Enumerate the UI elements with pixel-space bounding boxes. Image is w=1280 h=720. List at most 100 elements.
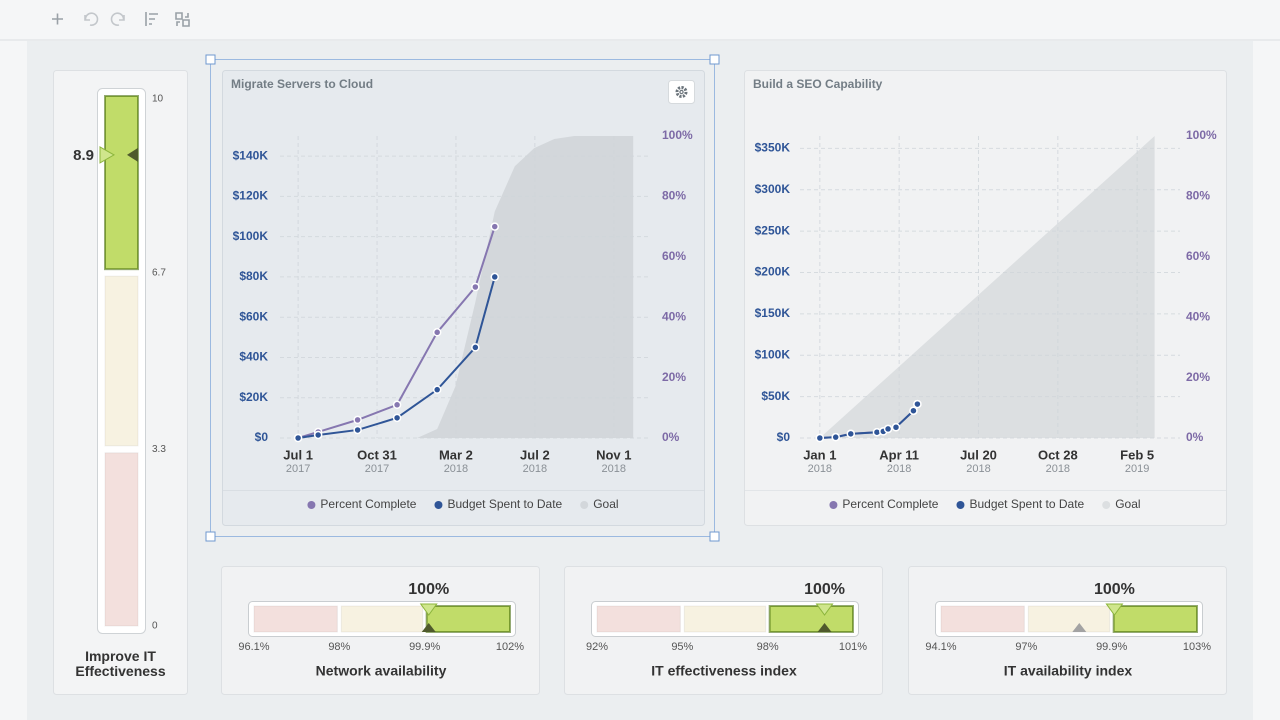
redo-icon[interactable] xyxy=(110,12,125,26)
y-tick-label: $40K xyxy=(239,350,268,364)
x-tick-sublabel: 2017 xyxy=(286,463,310,475)
selection-frame[interactable] xyxy=(205,54,720,542)
y2-tick-label: 40% xyxy=(1186,309,1210,323)
x-tick-sublabel: 2018 xyxy=(523,463,547,475)
y2-tick-label: 100% xyxy=(662,128,693,142)
resize-handle[interactable] xyxy=(709,54,720,65)
toolbar-icons xyxy=(52,12,190,27)
chart-title: Migrate Servers to Cloud xyxy=(231,77,373,91)
x-tick-label: Oct 28 xyxy=(1038,447,1078,462)
y-tick-label: $100K xyxy=(233,229,269,243)
gauge-value-label: 8.9 xyxy=(73,147,94,164)
bullet-title: Network availability xyxy=(316,663,447,679)
resize-handle[interactable] xyxy=(709,531,720,542)
bullet-tick-label: 94.1% xyxy=(925,641,956,653)
resize-handle[interactable] xyxy=(205,531,216,542)
bullet-marker xyxy=(419,603,438,616)
bullet-band xyxy=(596,605,681,633)
y2-tick-label: 100% xyxy=(1186,128,1217,142)
gauge-tick-label: 10 xyxy=(152,94,164,105)
gear-icon xyxy=(675,86,688,98)
y2-tick-label: 0% xyxy=(662,430,680,444)
data-point xyxy=(846,429,856,439)
x-tick-sublabel: 2018 xyxy=(808,463,832,475)
legend-label: Goal xyxy=(593,497,618,511)
data-point xyxy=(891,422,901,432)
bullet-band xyxy=(425,605,511,633)
x-tick-sublabel: 2018 xyxy=(444,463,468,475)
bullet-value-label: 100% xyxy=(1094,581,1135,598)
y-tick-label: $0 xyxy=(777,430,791,444)
bullet-marker xyxy=(1105,603,1124,616)
y-tick-label: $60K xyxy=(239,309,268,323)
x-tick-label: Jul 1 xyxy=(283,447,313,462)
data-point xyxy=(909,406,918,415)
bullet-target xyxy=(817,623,832,632)
y2-tick-label: 80% xyxy=(662,189,686,203)
bullet-tick-label: 102% xyxy=(496,641,524,653)
y-tick-label: $50K xyxy=(761,389,790,403)
y-tick-label: $350K xyxy=(755,141,791,155)
gauge-band xyxy=(104,95,139,271)
x-tick-label: Jan 1 xyxy=(803,447,836,462)
bullet-tick-label: 95% xyxy=(671,641,693,653)
legend-label: Percent Complete xyxy=(320,497,416,511)
y-tick-label: $100K xyxy=(755,347,791,361)
gauge-tick-label: 6.7 xyxy=(152,267,166,278)
gear-hole xyxy=(680,91,683,93)
data-point xyxy=(313,430,323,440)
data-point xyxy=(353,425,362,435)
bullet-band xyxy=(683,605,767,633)
resize-handle[interactable] xyxy=(205,54,216,65)
bullet-band xyxy=(768,605,855,633)
y-tick-label: $0 xyxy=(255,430,269,444)
data-point xyxy=(490,272,500,282)
bullet-tick-label: 92% xyxy=(586,641,608,653)
legend: Percent Complete Budget Spent to Date Goal xyxy=(307,497,619,511)
legend-label: Budget Spent to Date xyxy=(447,497,562,511)
data-point xyxy=(353,415,362,425)
bullet-tick-label: 96.1% xyxy=(238,641,269,653)
gauge-marker xyxy=(99,146,116,164)
legend-label: Budget Spent to Date xyxy=(969,497,1084,511)
legend: Percent Complete Budget Spent to Date Goal xyxy=(829,497,1141,511)
bullet-value-label: 100% xyxy=(408,581,449,598)
gauge-tick-label: 0 xyxy=(152,621,158,632)
bullet-tick-label: 101% xyxy=(839,641,867,653)
gauge-title: Improve IT Effectiveness xyxy=(75,648,166,679)
align-icon[interactable] xyxy=(145,12,158,26)
selection-border xyxy=(210,59,715,537)
add-icon[interactable] xyxy=(52,13,63,25)
y2-tick-label: 40% xyxy=(662,309,686,323)
x-tick-sublabel: 2019 xyxy=(1125,463,1149,475)
x-tick-label: Mar 2 xyxy=(439,447,473,462)
bullet-value-label: 100% xyxy=(804,581,845,598)
data-point xyxy=(432,385,442,394)
y-tick-label: $20K xyxy=(239,390,268,404)
gear-button[interactable] xyxy=(668,80,695,104)
y2-tick-label: 20% xyxy=(662,370,686,384)
goal-area xyxy=(298,136,634,438)
legend-marker xyxy=(956,501,965,509)
y2-tick-label: 80% xyxy=(1186,189,1210,203)
x-tick-label: Feb 5 xyxy=(1120,447,1154,462)
y-tick-label: $200K xyxy=(755,265,791,279)
gauge-band xyxy=(104,275,139,447)
data-point xyxy=(913,399,922,409)
data-point xyxy=(392,413,402,423)
data-point xyxy=(815,433,825,443)
bullet-tick-label: 98% xyxy=(328,641,350,653)
y-tick-label: $150K xyxy=(755,306,791,320)
arrange-icon[interactable] xyxy=(175,12,190,27)
y-tick-label: $120K xyxy=(233,189,269,203)
data-point xyxy=(883,424,893,434)
bullet-tick-label: 97% xyxy=(1015,641,1037,653)
toolbar xyxy=(0,0,1280,40)
undo-icon[interactable] xyxy=(84,12,99,26)
x-tick-label: Oct 31 xyxy=(357,447,397,462)
x-tick-sublabel: 2018 xyxy=(887,463,911,475)
gauge-target xyxy=(127,147,138,162)
bullet-band xyxy=(253,605,338,633)
legend-label: Percent Complete xyxy=(842,497,938,511)
